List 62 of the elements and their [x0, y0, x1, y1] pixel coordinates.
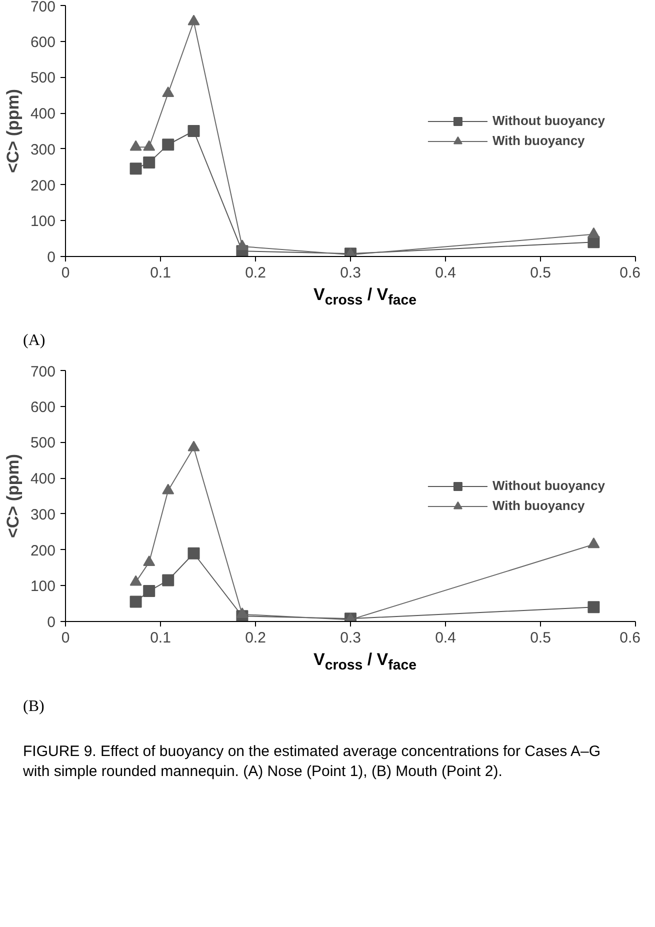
x-tick-label: 0.3: [340, 630, 361, 647]
point: [130, 140, 142, 151]
point: [162, 574, 174, 587]
point: [130, 596, 142, 608]
point: [588, 227, 600, 238]
y-tick-label: 300: [30, 506, 56, 524]
point: [188, 441, 200, 452]
x-tick-label: 0.4: [435, 630, 456, 647]
text: (A): [23, 332, 46, 350]
caption: FIGURE 9. Effect of buoyancy on the estimated average concentrations for Cases A–G with simple rounded mannequin. (A) Nose (Point 1), (B) Mouth (Point 2).: [23, 742, 602, 782]
x-tick-label: 0.6: [620, 630, 641, 647]
y-tick-label: 100: [30, 578, 56, 596]
point: [162, 484, 174, 495]
x-tick-label: 0: [61, 264, 70, 282]
y-tick-label: 700: [30, 0, 56, 16]
y-tick-label: 200: [30, 177, 56, 194]
y-tick-label: 600: [30, 34, 56, 51]
y-tick-label: 200: [30, 542, 56, 560]
y-tick-label: 400: [30, 470, 56, 488]
y-axis-title: <C> (ppm): [3, 88, 22, 174]
x-tick-label: 0.6: [620, 264, 641, 282]
point: [143, 140, 156, 151]
point: [143, 585, 156, 598]
x-tick-label: 0.5: [530, 264, 551, 282]
point: [236, 240, 248, 250]
legend-label: With buoyancy: [492, 498, 585, 514]
x-axis-title: V$_{cross}$ / V$_{face}$: [312, 650, 418, 674]
x-tick-label: 0.1: [150, 630, 171, 647]
point: [588, 602, 600, 614]
point: [162, 138, 174, 151]
y-tick-label: 0: [47, 614, 56, 632]
x-tick-label: 0.1: [150, 264, 171, 282]
x-tick-label: 0: [61, 630, 70, 647]
x-tick-label: 0.4: [435, 264, 456, 282]
point: [130, 162, 142, 175]
y-tick-label: 400: [30, 106, 56, 123]
point: [188, 548, 200, 560]
x-tick-label: 0.3: [340, 264, 361, 282]
text: (B): [23, 698, 44, 716]
point: [588, 538, 600, 548]
point: [143, 156, 156, 169]
x-tick-label: 0.2: [245, 630, 266, 647]
y-tick-label: 700: [30, 364, 56, 381]
point: [236, 608, 248, 618]
point: [188, 125, 200, 137]
y-tick-label: 600: [30, 399, 56, 416]
y-tick-label: 300: [30, 141, 56, 158]
y-tick-label: 500: [30, 435, 56, 452]
x-tick-label: 0.5: [530, 630, 551, 647]
y-tick-label: 100: [30, 213, 56, 230]
point: [143, 556, 156, 566]
legend-label: Without buoyancy: [492, 478, 605, 494]
y-tick-label: 500: [30, 70, 56, 87]
y-axis-title: <C> (ppm): [3, 454, 22, 538]
y-tick-label: 0: [47, 249, 56, 266]
point: [188, 14, 200, 26]
legend-label: Without buoyancy: [492, 113, 605, 128]
point: [130, 576, 142, 586]
x-tick-label: 0.2: [245, 264, 266, 282]
x-axis-title: V$_{cross}$ / V$_{face}$: [312, 285, 418, 308]
point: [162, 86, 174, 98]
legend-label: With buoyancy: [492, 133, 585, 148]
